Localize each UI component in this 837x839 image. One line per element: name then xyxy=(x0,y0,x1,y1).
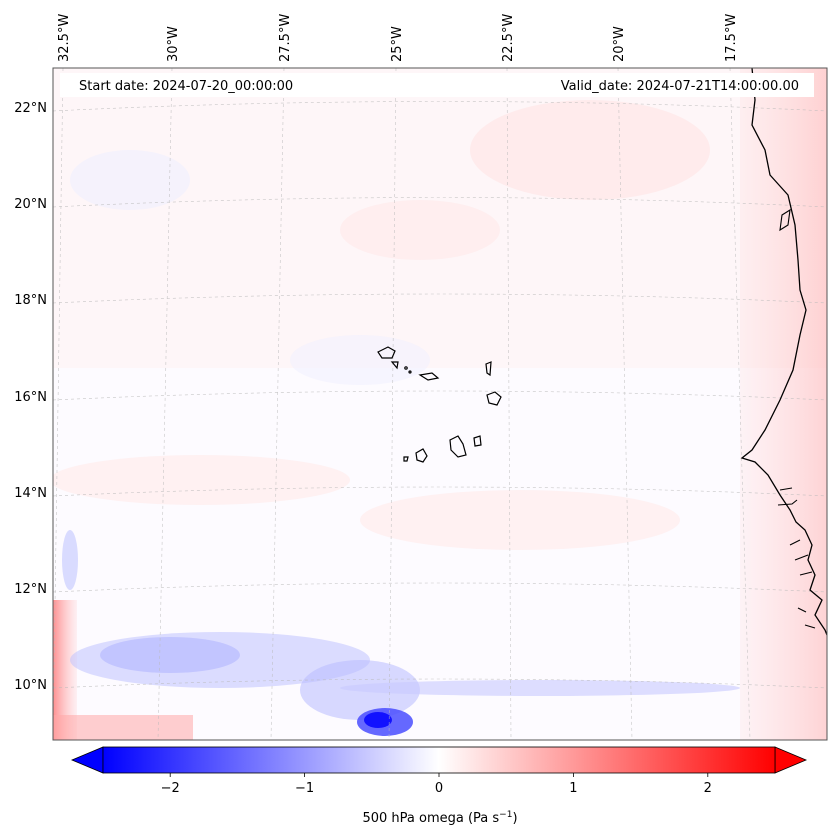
cape-verde-islands xyxy=(377,346,502,463)
colorbar: −2 −1 0 1 2 500 hPa omega (Pa s−1) xyxy=(70,746,808,826)
lon-label: 30°W xyxy=(166,26,181,62)
lat-label: 20°N xyxy=(14,197,47,212)
lat-label: 22°N xyxy=(14,101,47,116)
africa-coastline xyxy=(740,68,827,636)
lat-label: 12°N xyxy=(14,582,47,597)
lat-label: 16°N xyxy=(14,390,47,405)
lat-label: 10°N xyxy=(14,678,47,693)
start-date: Start date: 2024-07-20_00:00:00 xyxy=(79,79,293,94)
omega-field: Start date: 2024-07-20_00:00:00 Valid_da… xyxy=(53,68,827,740)
valid-date: Valid_date: 2024-07-21T14:00:00.00 xyxy=(561,79,799,94)
lon-label: 17.5°W xyxy=(724,14,739,62)
colorbar-tick-label: 2 xyxy=(704,781,712,796)
colorbar-ticks: −2 −1 0 1 2 xyxy=(161,773,712,796)
colorbar-label: 500 hPa omega (Pa s−1) xyxy=(362,810,517,826)
lon-label: 22.5°W xyxy=(501,14,516,62)
colorbar-low-extend xyxy=(70,746,104,774)
lon-label: 25°W xyxy=(390,26,405,62)
latitude-labels: 22°N 20°N 18°N 16°N 14°N 12°N 10°N xyxy=(14,101,47,693)
colorbar-tick-label: −2 xyxy=(161,781,180,796)
colorbar-high-extend xyxy=(774,746,808,774)
lat-label: 14°N xyxy=(14,486,47,501)
lon-label: 27.5°W xyxy=(278,14,293,62)
longitude-labels: 32.5°W 30°W 27.5°W 25°W 22.5°W 20°W 17.5… xyxy=(57,14,739,62)
colorbar-tick-label: 1 xyxy=(569,781,577,796)
lat-label: 18°N xyxy=(14,293,47,308)
colorbar-bar xyxy=(102,746,776,774)
colorbar-tick-label: −1 xyxy=(295,781,314,796)
date-header-background xyxy=(60,73,814,97)
lon-label: 20°W xyxy=(612,26,627,62)
map-frame xyxy=(52,67,828,741)
lon-label: 32.5°W xyxy=(57,14,72,62)
colorbar-tick-label: 0 xyxy=(435,781,443,796)
